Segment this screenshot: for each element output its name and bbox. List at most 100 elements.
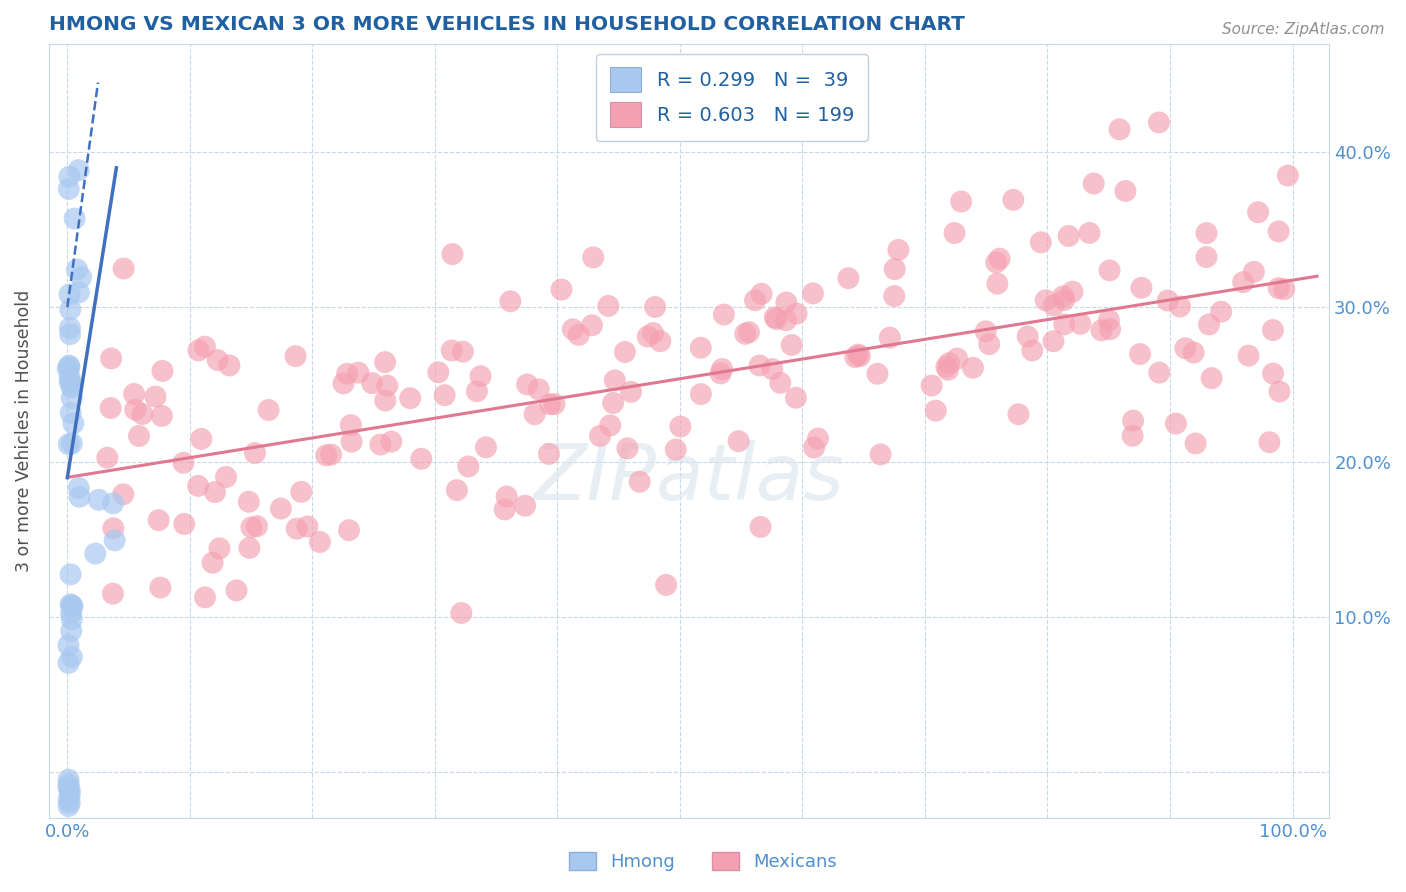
Point	[749, 520, 772, 534]
Point	[60, 606, 83, 620]
Point	[734, 326, 756, 341]
Point	[582, 250, 605, 264]
Point	[337, 523, 360, 537]
Point	[58, 437, 80, 451]
Point	[1267, 224, 1289, 238]
Point	[780, 338, 803, 352]
Point	[1201, 371, 1223, 385]
Point	[1083, 177, 1105, 191]
Point	[1237, 349, 1260, 363]
Point	[744, 293, 766, 308]
Point	[844, 350, 866, 364]
Point	[270, 501, 292, 516]
Point	[1174, 341, 1197, 355]
Point	[513, 499, 536, 513]
Point	[1099, 322, 1122, 336]
Point	[59, 598, 82, 612]
Point	[494, 502, 516, 516]
Point	[100, 351, 122, 366]
Point	[122, 387, 145, 401]
Point	[1195, 250, 1218, 264]
Point	[433, 388, 456, 402]
Point	[538, 397, 561, 411]
Point	[190, 432, 212, 446]
Point	[450, 606, 472, 620]
Point	[446, 483, 468, 497]
Point	[1035, 293, 1057, 308]
Point	[527, 382, 550, 396]
Point	[1098, 313, 1121, 327]
Point	[713, 308, 735, 322]
Point	[194, 591, 217, 605]
Point	[938, 356, 960, 370]
Point	[763, 310, 786, 325]
Point	[650, 334, 672, 349]
Legend: Hmong, Mexicans: Hmong, Mexicans	[562, 845, 844, 879]
Text: HMONG VS MEXICAN 3 OR MORE VEHICLES IN HOUSEHOLD CORRELATION CHART: HMONG VS MEXICAN 3 OR MORE VEHICLES IN H…	[49, 15, 965, 34]
Point	[290, 484, 312, 499]
Point	[1021, 343, 1043, 358]
Point	[59, 327, 82, 342]
Point	[427, 365, 450, 379]
Point	[411, 451, 433, 466]
Point	[60, 649, 83, 664]
Point	[837, 271, 859, 285]
Point	[60, 624, 83, 638]
Point	[58, 169, 80, 184]
Point	[59, 567, 82, 582]
Point	[101, 587, 124, 601]
Point	[1122, 414, 1144, 428]
Point	[669, 419, 692, 434]
Point	[246, 519, 269, 533]
Point	[581, 318, 603, 333]
Point	[1130, 281, 1153, 295]
Point	[124, 402, 146, 417]
Point	[879, 331, 901, 345]
Point	[315, 449, 337, 463]
Point	[58, 793, 80, 807]
Point	[59, 406, 82, 420]
Point	[112, 487, 135, 501]
Point	[1277, 169, 1299, 183]
Point	[637, 329, 659, 343]
Point	[561, 322, 583, 336]
Point	[172, 456, 194, 470]
Point	[59, 302, 82, 317]
Point	[935, 359, 957, 374]
Point	[375, 378, 398, 392]
Point	[285, 522, 308, 536]
Point	[1168, 300, 1191, 314]
Point	[620, 384, 643, 399]
Point	[988, 252, 1011, 266]
Point	[215, 470, 238, 484]
Point	[66, 262, 89, 277]
Point	[218, 359, 240, 373]
Point	[1272, 282, 1295, 296]
Point	[1053, 318, 1076, 332]
Point	[225, 583, 247, 598]
Point	[131, 407, 153, 421]
Point	[187, 343, 209, 358]
Point	[748, 359, 770, 373]
Point	[208, 541, 231, 556]
Point	[537, 447, 560, 461]
Point	[1090, 323, 1112, 337]
Point	[67, 481, 90, 495]
Point	[1261, 323, 1284, 337]
Point	[67, 163, 90, 178]
Point	[883, 289, 905, 303]
Point	[1182, 345, 1205, 359]
Point	[603, 373, 626, 387]
Point	[803, 441, 825, 455]
Point	[58, 780, 80, 795]
Point	[568, 327, 591, 342]
Point	[284, 349, 307, 363]
Point	[440, 343, 463, 358]
Point	[370, 437, 392, 451]
Point	[761, 362, 783, 376]
Point	[60, 380, 83, 394]
Point	[495, 490, 517, 504]
Point	[58, 182, 80, 196]
Point	[921, 378, 943, 392]
Point	[347, 366, 370, 380]
